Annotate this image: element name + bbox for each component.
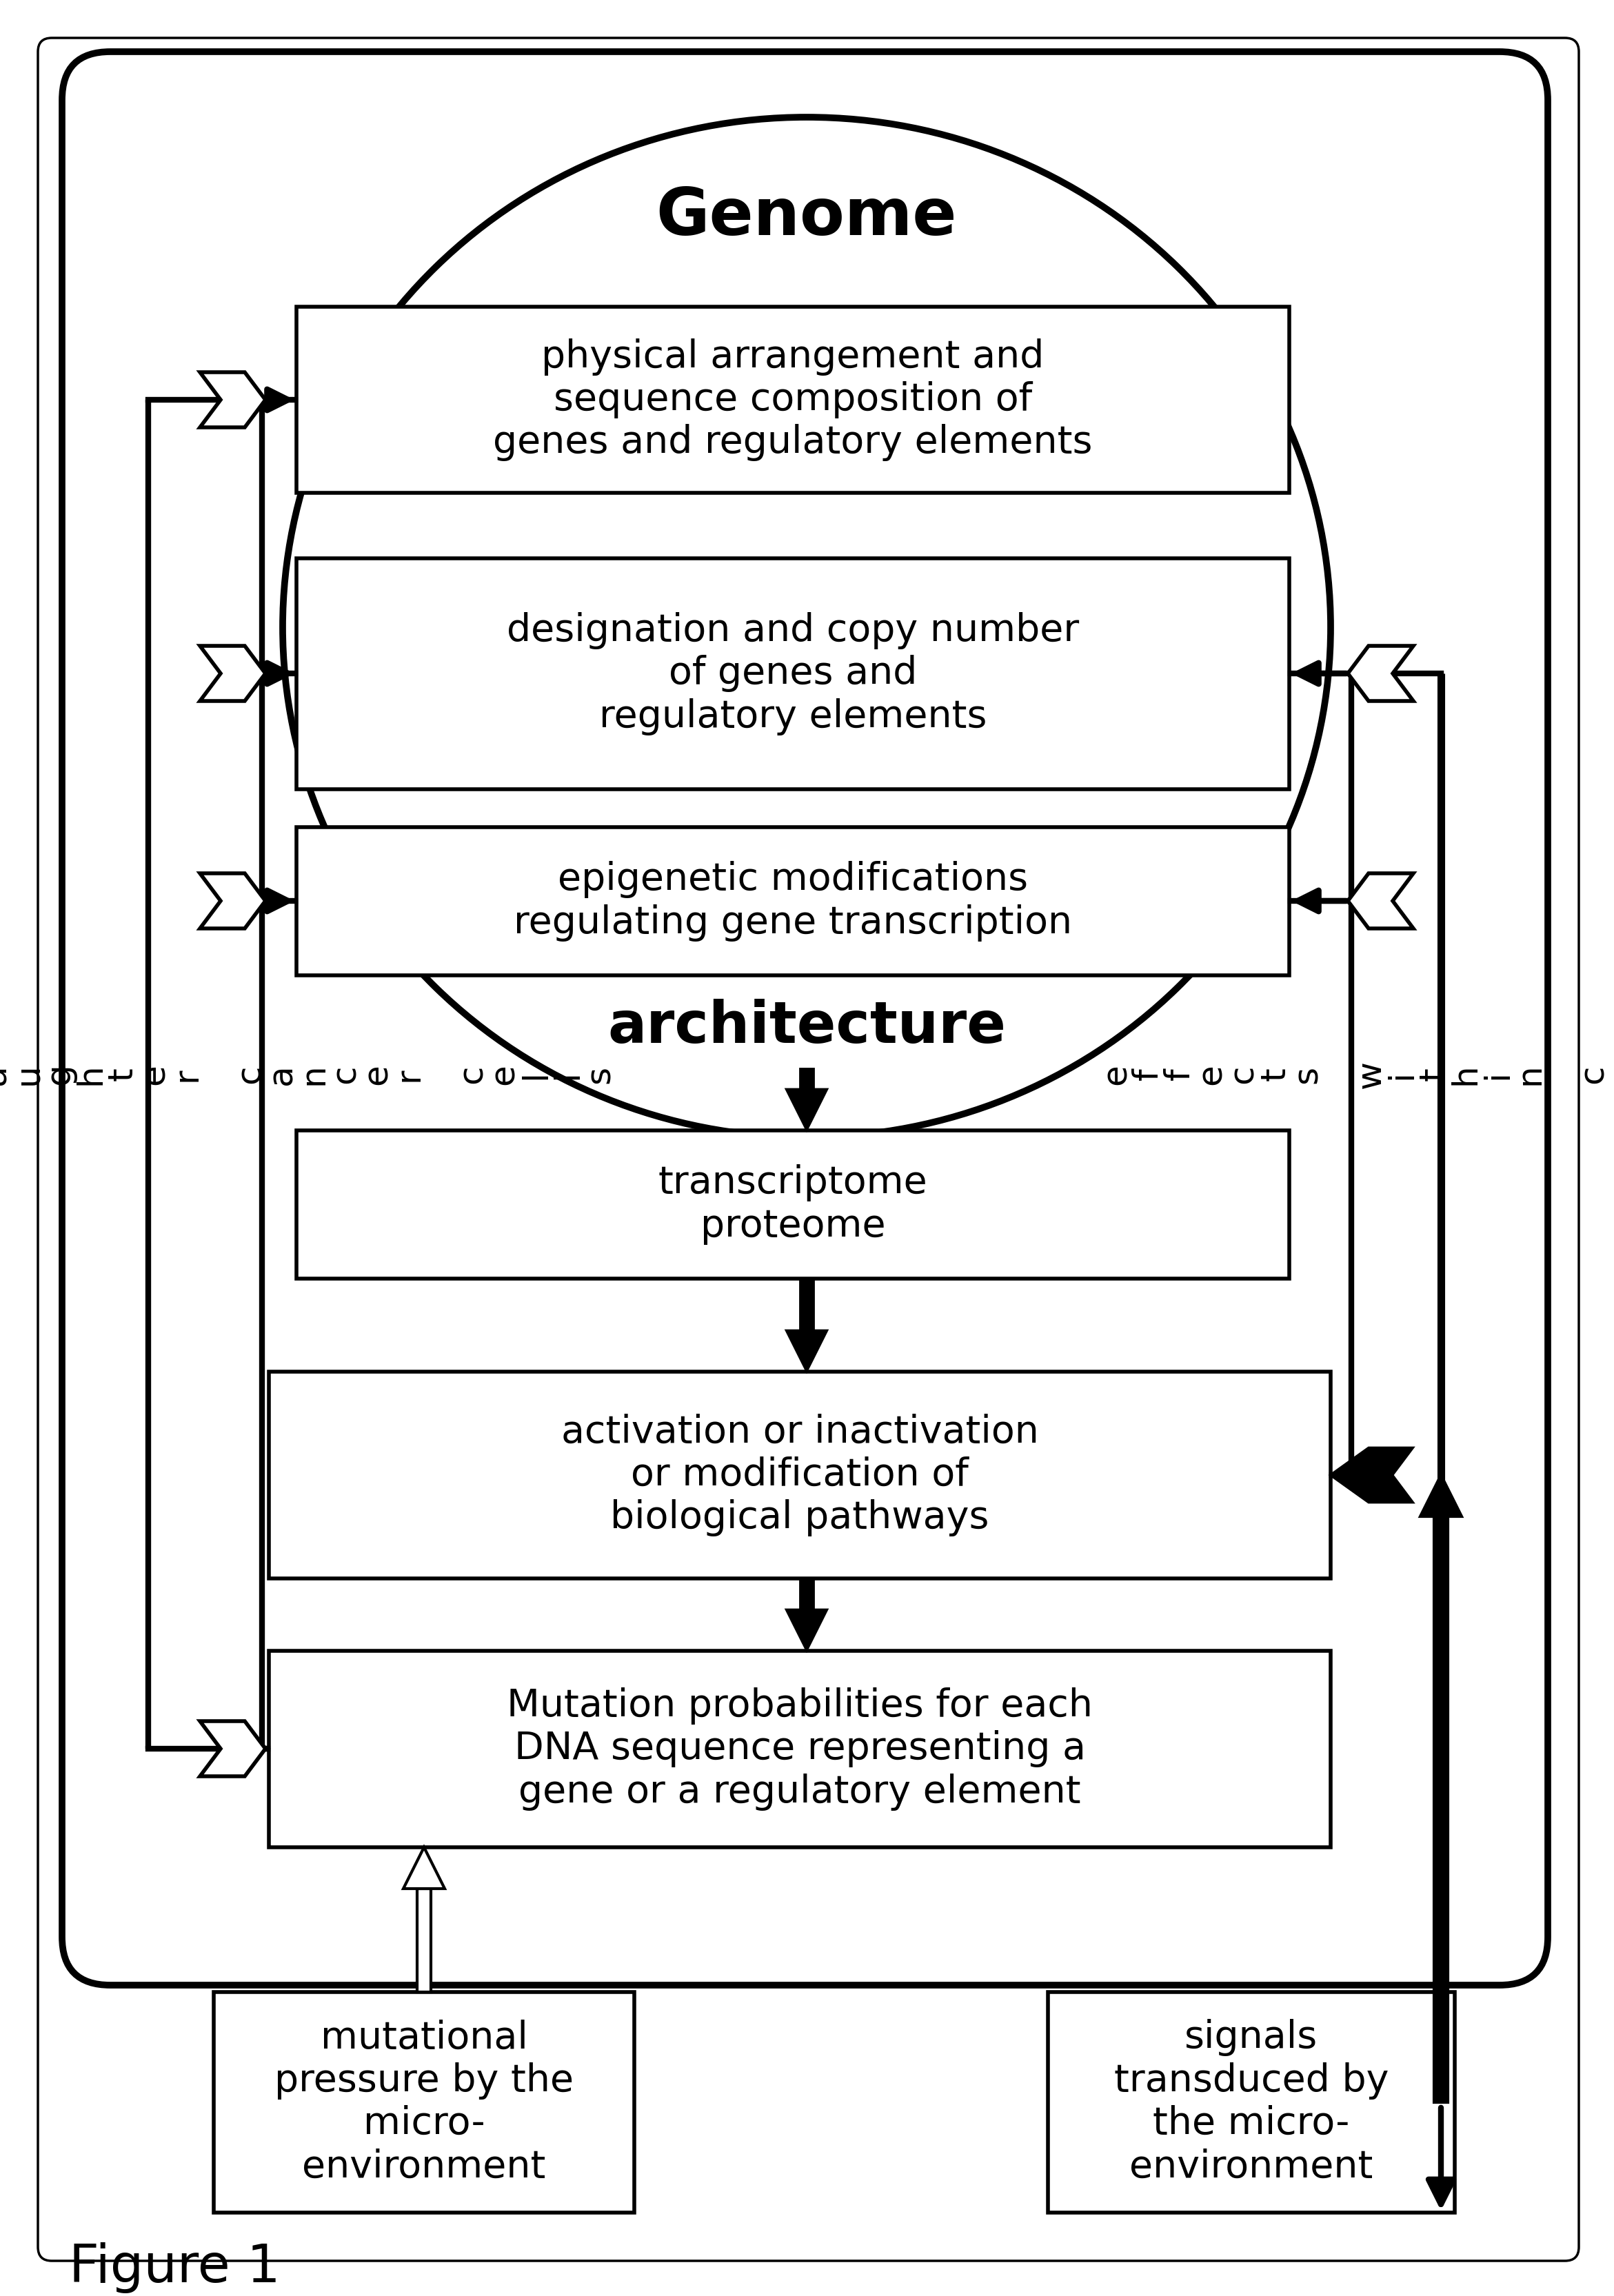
Polygon shape [786, 1329, 828, 1371]
Text: e
f
f
e
c
t
s
 
o
n
 
d
a
u
g
h
t
e
r
 
c
a
n
c
e
r
 
c
e
l
l
s: e f f e c t s o n d a u g h t e r c a n … [0, 1063, 617, 1086]
Text: transcriptome
proteome: transcriptome proteome [659, 1164, 928, 1244]
Bar [297, 827, 1290, 976]
Text: e
f
f
e
c
t
s
 
w
i
t
h
i
n
 
c
a
n
c
e
r
 
c
e
l
l: e f f e c t s w i t h i n c a n c e r c … [1099, 1061, 1614, 1088]
Bar [270, 1651, 1330, 1848]
Text: epigenetic modifications
regulating gene transcription: epigenetic modifications regulating gene… [513, 861, 1072, 941]
Bar [1047, 1993, 1454, 2213]
Polygon shape [200, 872, 265, 928]
Text: signals
transduced by
the micro-
environment: signals transduced by the micro- environ… [1114, 2018, 1388, 2186]
Bar [297, 558, 1290, 790]
Bar [270, 1371, 1330, 1577]
Bar [213, 1993, 634, 2213]
Polygon shape [200, 1722, 265, 1777]
Polygon shape [1348, 872, 1414, 928]
Text: Mutation probabilities for each
DNA sequence representing a
gene or a regulatory: Mutation probabilities for each DNA sequ… [507, 1688, 1093, 1812]
Text: Figure 1: Figure 1 [69, 2243, 281, 2294]
Polygon shape [786, 1609, 828, 1651]
Text: Genome: Genome [657, 186, 957, 248]
Bar [416, 1890, 431, 1993]
Text: activation or inactivation
or modification of
biological pathways: activation or inactivation or modificati… [562, 1414, 1039, 1536]
Bar [801, 1577, 813, 1609]
Text: designation and copy number
of genes and
regulatory elements: designation and copy number of genes and… [507, 613, 1080, 735]
Bar [297, 1130, 1290, 1279]
Polygon shape [200, 372, 265, 427]
Polygon shape [1348, 645, 1414, 700]
Text: physical arrangement and
sequence composition of
genes and regulatory elements: physical arrangement and sequence compos… [494, 338, 1093, 461]
Text: architecture: architecture [607, 999, 1006, 1054]
Polygon shape [786, 1088, 828, 1130]
Text: mutational
pressure by the
micro-
environment: mutational pressure by the micro- enviro… [274, 2018, 573, 2186]
Bar [1435, 1515, 1448, 2103]
Bar [801, 1279, 813, 1329]
Bar [801, 1068, 813, 1088]
Polygon shape [404, 1848, 445, 1890]
Polygon shape [1330, 1446, 1414, 1502]
Polygon shape [1420, 1474, 1462, 1515]
Polygon shape [200, 645, 265, 700]
Bar [297, 308, 1290, 494]
